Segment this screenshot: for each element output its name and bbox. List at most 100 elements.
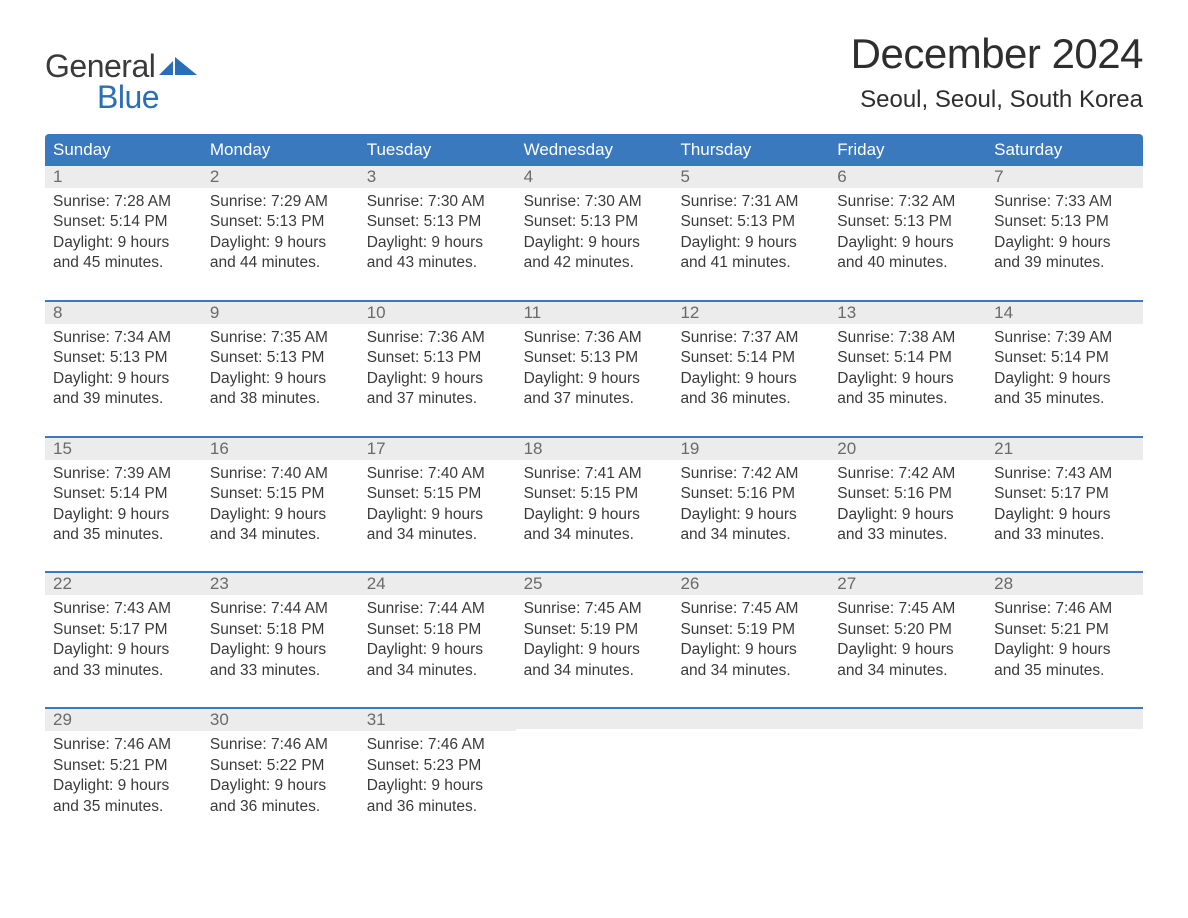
day-number: 24 <box>367 574 386 593</box>
day-cell: 20 Sunrise: 7:42 AMSunset: 5:16 PMDayligh… <box>829 438 986 560</box>
day-number-row: 31 <box>359 709 516 731</box>
weekday-header: SundayMondayTuesdayWednesdayThursdayFrid… <box>45 134 1143 166</box>
day-cell: 25 Sunrise: 7:45 AMSunset: 5:19 PMDayligh… <box>516 573 673 695</box>
day-number-row: 27 <box>829 573 986 595</box>
day-details: Sunrise: 7:43 AMSunset: 5:17 PMDaylight:… <box>994 460 1135 546</box>
weekday-header-cell: Friday <box>829 134 986 166</box>
day-number-row-empty <box>986 709 1143 729</box>
day-cell: 29Sunrise: 7:46 AMSunset: 5:21 PMDayligh… <box>45 709 202 831</box>
day-number: 22 <box>53 574 72 593</box>
day-number: 21 <box>994 439 1013 458</box>
day-details: Sunrise: 7:46 AMSunset: 5:23 PMDaylight:… <box>367 731 508 817</box>
week-row: 8 Sunrise: 7:34 AMSunset: 5:13 PMDaylight… <box>45 300 1143 424</box>
day-details: Sunrise: 7:40 AMSunset: 5:15 PMDaylight:… <box>367 460 508 546</box>
day-number: 9 <box>210 303 219 322</box>
calendar: SundayMondayTuesdayWednesdayThursdayFrid… <box>45 134 1143 831</box>
day-number-row: 17 <box>359 438 516 460</box>
day-number: 5 <box>680 167 689 186</box>
day-details: Sunrise: 7:39 AMSunset: 5:14 PMDaylight:… <box>53 460 194 546</box>
day-cell: 21 Sunrise: 7:43 AMSunset: 5:17 PMDayligh… <box>986 438 1143 560</box>
title-block: December 2024 Seoul, Seoul, South Korea <box>851 30 1143 114</box>
day-details: Sunrise: 7:45 AMSunset: 5:19 PMDaylight:… <box>680 595 821 681</box>
weekday-header-cell: Wednesday <box>516 134 673 166</box>
day-details: Sunrise: 7:39 AMSunset: 5:14 PMDaylight:… <box>994 324 1135 410</box>
day-number: 25 <box>524 574 543 593</box>
day-number-row: 30 <box>202 709 359 731</box>
day-details: Sunrise: 7:46 AMSunset: 5:21 PMDaylight:… <box>994 595 1135 681</box>
day-number-row: 22 <box>45 573 202 595</box>
day-cell <box>829 709 986 831</box>
day-cell: 1 Sunrise: 7:28 AMSunset: 5:14 PMDaylight… <box>45 166 202 288</box>
day-number: 8 <box>53 303 62 322</box>
day-details: Sunrise: 7:36 AMSunset: 5:13 PMDaylight:… <box>524 324 665 410</box>
day-details: Sunrise: 7:45 AMSunset: 5:20 PMDaylight:… <box>837 595 978 681</box>
day-cell: 30 Sunrise: 7:46 AMSunset: 5:22 PMDayligh… <box>202 709 359 831</box>
day-cell <box>986 709 1143 831</box>
day-details: Sunrise: 7:28 AMSunset: 5:14 PMDaylight:… <box>53 188 194 274</box>
day-details: Sunrise: 7:42 AMSunset: 5:16 PMDaylight:… <box>680 460 821 546</box>
day-details: Sunrise: 7:38 AMSunset: 5:14 PMDaylight:… <box>837 324 978 410</box>
day-number-row-empty <box>672 709 829 729</box>
day-number-row: 2 <box>202 166 359 188</box>
day-cell: 6Sunrise: 7:32 AMSunset: 5:13 PMDaylight… <box>829 166 986 288</box>
day-number-row-empty <box>516 709 673 729</box>
day-details: Sunrise: 7:34 AMSunset: 5:13 PMDaylight:… <box>53 324 194 410</box>
day-number: 1 <box>53 167 62 186</box>
day-number: 28 <box>994 574 1013 593</box>
day-details: Sunrise: 7:43 AMSunset: 5:17 PMDaylight:… <box>53 595 194 681</box>
day-cell: 11Sunrise: 7:36 AMSunset: 5:13 PMDayligh… <box>516 302 673 424</box>
day-cell: 2Sunrise: 7:29 AMSunset: 5:13 PMDaylight… <box>202 166 359 288</box>
day-number: 15 <box>53 439 72 458</box>
day-cell <box>672 709 829 831</box>
day-number-row: 28 <box>986 573 1143 595</box>
day-number: 19 <box>680 439 699 458</box>
day-cell: 4Sunrise: 7:30 AMSunset: 5:13 PMDaylight… <box>516 166 673 288</box>
day-number-row: 21 <box>986 438 1143 460</box>
day-cell: 31Sunrise: 7:46 AMSunset: 5:23 PMDayligh… <box>359 709 516 831</box>
day-number-row: 13 <box>829 302 986 324</box>
day-number: 23 <box>210 574 229 593</box>
day-number: 29 <box>53 710 72 729</box>
week-row: 15 Sunrise: 7:39 AMSunset: 5:14 PMDayligh… <box>45 436 1143 560</box>
day-details: Sunrise: 7:29 AMSunset: 5:13 PMDaylight:… <box>210 188 351 274</box>
brand-flag-icon <box>159 57 197 82</box>
day-details: Sunrise: 7:35 AMSunset: 5:13 PMDaylight:… <box>210 324 351 410</box>
day-number: 14 <box>994 303 1013 322</box>
day-number: 26 <box>680 574 699 593</box>
day-number-row: 8 <box>45 302 202 324</box>
day-cell: 23 Sunrise: 7:44 AMSunset: 5:18 PMDayligh… <box>202 573 359 695</box>
day-number: 30 <box>210 710 229 729</box>
day-details: Sunrise: 7:46 AMSunset: 5:22 PMDaylight:… <box>210 731 351 817</box>
day-number-row: 24 <box>359 573 516 595</box>
day-number: 20 <box>837 439 856 458</box>
day-number: 6 <box>837 167 846 186</box>
day-number-row: 20 <box>829 438 986 460</box>
day-number-row: 23 <box>202 573 359 595</box>
weekday-header-cell: Monday <box>202 134 359 166</box>
day-details: Sunrise: 7:42 AMSunset: 5:16 PMDaylight:… <box>837 460 978 546</box>
day-details: Sunrise: 7:44 AMSunset: 5:18 PMDaylight:… <box>367 595 508 681</box>
day-cell: 3 Sunrise: 7:30 AMSunset: 5:13 PMDaylight… <box>359 166 516 288</box>
week-row: 22 Sunrise: 7:43 AMSunset: 5:17 PMDayligh… <box>45 571 1143 695</box>
day-cell: 12Sunrise: 7:37 AMSunset: 5:14 PMDayligh… <box>672 302 829 424</box>
weekday-header-cell: Thursday <box>672 134 829 166</box>
day-number: 4 <box>524 167 533 186</box>
day-number: 3 <box>367 167 376 186</box>
day-details: Sunrise: 7:40 AMSunset: 5:15 PMDaylight:… <box>210 460 351 546</box>
day-details: Sunrise: 7:45 AMSunset: 5:19 PMDaylight:… <box>524 595 665 681</box>
day-details: Sunrise: 7:30 AMSunset: 5:13 PMDaylight:… <box>367 188 508 274</box>
day-cell <box>516 709 673 831</box>
day-number-row-empty <box>829 709 986 729</box>
day-cell: 18Sunrise: 7:41 AMSunset: 5:15 PMDayligh… <box>516 438 673 560</box>
day-cell: 19 Sunrise: 7:42 AMSunset: 5:16 PMDayligh… <box>672 438 829 560</box>
day-number-row: 14 <box>986 302 1143 324</box>
week-row: 1 Sunrise: 7:28 AMSunset: 5:14 PMDaylight… <box>45 166 1143 288</box>
day-cell: 13Sunrise: 7:38 AMSunset: 5:14 PMDayligh… <box>829 302 986 424</box>
day-cell: 26 Sunrise: 7:45 AMSunset: 5:19 PMDayligh… <box>672 573 829 695</box>
location-subtitle: Seoul, Seoul, South Korea <box>851 86 1143 114</box>
day-number-row: 18 <box>516 438 673 460</box>
day-details: Sunrise: 7:44 AMSunset: 5:18 PMDaylight:… <box>210 595 351 681</box>
brand-logo: General Blue <box>45 30 197 116</box>
weekday-header-cell: Saturday <box>986 134 1143 166</box>
month-title: December 2024 <box>851 30 1143 78</box>
